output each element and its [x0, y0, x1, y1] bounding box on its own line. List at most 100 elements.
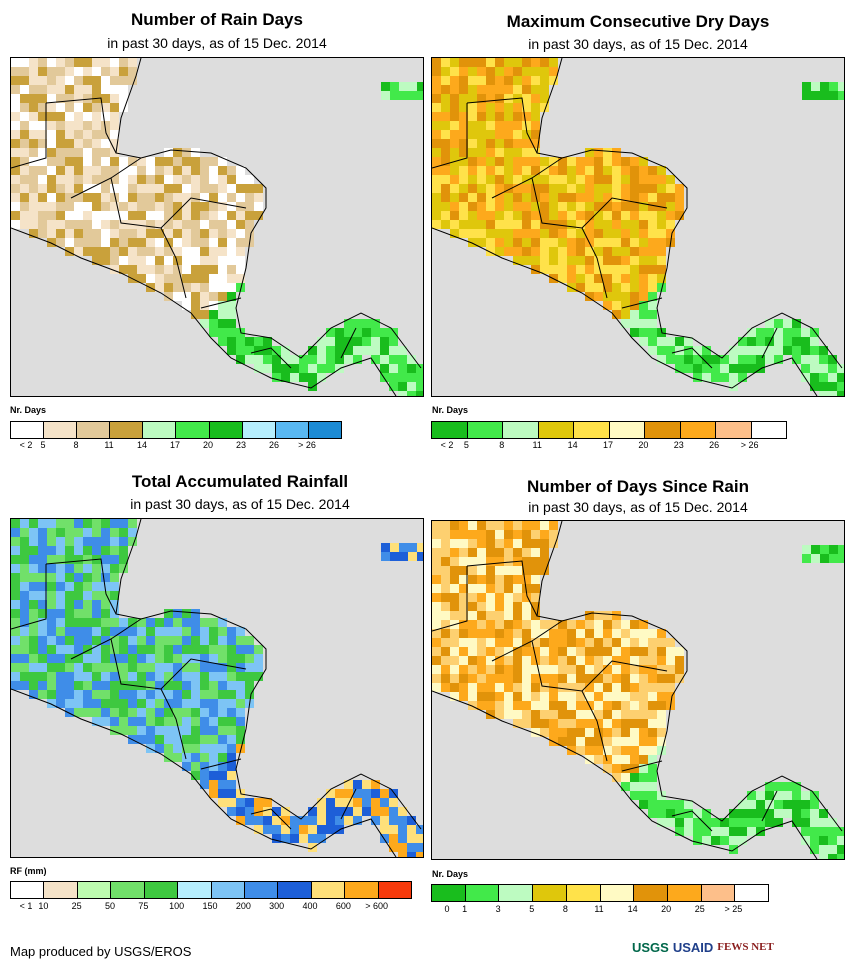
land-pixel: [783, 782, 792, 791]
land-pixel: [74, 636, 83, 645]
land-pixel: [128, 519, 137, 528]
land-pixel: [531, 58, 540, 67]
land-pixel: [38, 58, 47, 67]
land-pixel: [29, 184, 38, 193]
land-pixel: [191, 292, 200, 301]
land-pixel: [155, 618, 164, 627]
land-pixel: [101, 121, 110, 130]
land-pixel: [774, 337, 783, 346]
land-pixel: [38, 555, 47, 564]
land-pixel: [477, 638, 486, 647]
land-pixel: [227, 211, 236, 220]
land-pixel: [38, 654, 47, 663]
land-pixel: [810, 382, 819, 391]
land-pixel: [65, 202, 74, 211]
land-pixel: [200, 247, 209, 256]
land-pixel: [468, 701, 477, 710]
land-pixel: [20, 528, 29, 537]
land-pixel: [101, 618, 110, 627]
land-pixel: [200, 663, 209, 672]
land-pixel: [245, 175, 254, 184]
land-pixel: [468, 238, 477, 247]
land-pixel: [639, 647, 648, 656]
land-pixel: [380, 789, 389, 798]
land-pixel: [549, 247, 558, 256]
land-pixel: [459, 103, 468, 112]
land-pixel: [65, 112, 74, 121]
land-pixel: [819, 854, 828, 859]
land-pixel: [504, 557, 513, 566]
land-pixel: [612, 193, 621, 202]
land-pixel: [567, 184, 576, 193]
land-pixel: [522, 166, 531, 175]
land-pixel: [477, 665, 486, 674]
land-pixel: [38, 85, 47, 94]
land-pixel: [344, 319, 353, 328]
land-pixel: [810, 845, 819, 854]
land-pixel: [164, 265, 173, 274]
land-pixel: [191, 157, 200, 166]
island-pixel: [399, 82, 408, 91]
land-pixel: [164, 148, 173, 157]
land-pixel: [540, 103, 549, 112]
land-pixel: [648, 265, 657, 274]
land-pixel: [38, 519, 47, 528]
land-pixel: [155, 274, 164, 283]
land-pixel: [173, 654, 182, 663]
land-pixel: [531, 157, 540, 166]
land-pixel: [209, 310, 218, 319]
land-pixel: [459, 157, 468, 166]
land-pixel: [101, 717, 110, 726]
land-pixel: [344, 346, 353, 355]
land-pixel: [801, 827, 810, 836]
land-pixel: [486, 611, 495, 620]
land-pixel: [110, 157, 119, 166]
land-pixel: [65, 636, 74, 645]
land-pixel: [11, 157, 20, 166]
land-pixel: [540, 665, 549, 674]
land-pixel: [83, 112, 92, 121]
land-pixel: [837, 836, 844, 845]
land-pixel: [459, 166, 468, 175]
land-pixel: [594, 184, 603, 193]
land-pixel: [38, 193, 47, 202]
land-pixel: [441, 175, 450, 184]
land-pixel: [486, 76, 495, 85]
legend-tick-label: 14: [627, 904, 638, 914]
land-pixel: [648, 719, 657, 728]
land-pixel: [200, 238, 209, 247]
land-pixel: [407, 391, 416, 396]
land-pixel: [459, 94, 468, 103]
island-pixels: [381, 543, 423, 561]
land-pixel: [567, 647, 576, 656]
land-pixel: [522, 584, 531, 593]
land-pixel: [630, 319, 639, 328]
land-pixel: [612, 692, 621, 701]
land-pixel: [648, 310, 657, 319]
legend-swatch: [574, 422, 610, 438]
land-pixel: [801, 364, 810, 373]
land-pixel: [173, 166, 182, 175]
land-pixel: [11, 546, 20, 555]
land-pixel: [612, 656, 621, 665]
land-pixel: [119, 76, 128, 85]
land-pixel: [486, 121, 495, 130]
land-pixel: [522, 148, 531, 157]
land-pixel: [603, 229, 612, 238]
land-pixel: [450, 656, 459, 665]
land-pixel: [164, 627, 173, 636]
land-pixel: [119, 238, 128, 247]
land-pixel: [432, 121, 441, 130]
land-pixel: [567, 157, 576, 166]
land-pixel: [639, 755, 648, 764]
land-pixel: [468, 139, 477, 148]
country-border: [432, 103, 468, 169]
land-pixel: [389, 355, 398, 364]
land-pixel: [522, 184, 531, 193]
land-pixel: [540, 175, 549, 184]
land-pixel: [173, 202, 182, 211]
land-pixel: [765, 355, 774, 364]
land-pixel: [567, 701, 576, 710]
land-pixel: [128, 717, 137, 726]
land-pixel: [648, 692, 657, 701]
